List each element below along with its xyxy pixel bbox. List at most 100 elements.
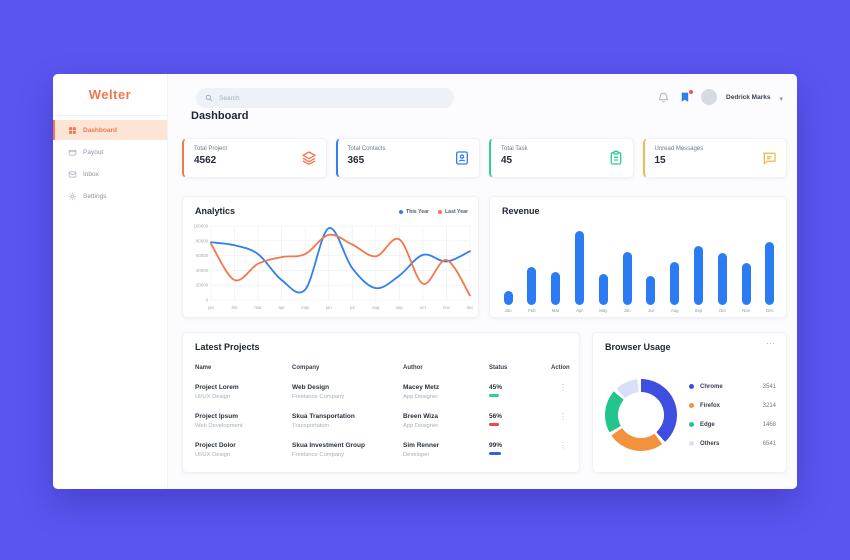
browser-usage-panel: Browser Usage Chrome 3541 Firefox 3214 Edge 1…: [592, 332, 787, 473]
row-actions-icon[interactable]: [551, 384, 567, 392]
revenue-bar-chart: Jan Feb Mar Apr May Jun Jul Aug Sep Oct Nov Dec: [500, 223, 778, 313]
svg-text:20000: 20000: [196, 283, 209, 288]
revenue-bar-jun: Jun: [619, 223, 635, 313]
cell-status: 99%: [489, 442, 551, 455]
revenue-panel: Revenue Jan Feb Mar Apr May Jun Jul Aug Sep Oct No…: [489, 196, 787, 318]
sidebar-item-settings[interactable]: Settings: [53, 186, 167, 206]
svg-text:dec: dec: [467, 305, 475, 310]
stat-label: Unread Messages: [654, 146, 704, 152]
status-progress-bar: [489, 452, 501, 455]
search-input[interactable]: [219, 94, 445, 102]
stat-label: Total Task: [501, 146, 528, 152]
svg-text:jul: jul: [349, 305, 354, 310]
stat-value: 15: [654, 155, 666, 166]
svg-text:jan: jan: [207, 305, 214, 310]
bell-icon[interactable]: [657, 91, 670, 104]
notification-flag-icon[interactable]: [679, 89, 694, 104]
table-row: Project Ipsum Web Development Skua Transpo…: [195, 410, 567, 439]
topbar-actions: Dedrick Marks: [657, 86, 783, 108]
svg-text:apr: apr: [279, 305, 286, 310]
bar: [503, 291, 513, 305]
sidebar-item-dashboard[interactable]: Dashboard: [53, 120, 167, 140]
revenue-bar-nov: Nov: [738, 223, 754, 313]
app-logo: Welter: [53, 74, 167, 116]
column-header-status: Status: [489, 365, 508, 371]
browser-usage-legend: Chrome 3541 Firefox 3214 Edge 1468 Others 6541: [689, 377, 776, 453]
legend-dot: [689, 441, 694, 446]
cell-company: Web Design Freelance Company: [292, 384, 345, 400]
stat-card-total-contacts: Total Contacts 365: [335, 138, 480, 178]
row-actions-icon[interactable]: [551, 413, 567, 421]
table-row: Project Lorem UI/UX Design Web Design Freel…: [195, 381, 567, 410]
browser-legend-row-others: Others 6541: [689, 434, 776, 453]
row-actions-icon[interactable]: [551, 442, 567, 450]
svg-text:mar: mar: [254, 305, 262, 310]
status-progress-bar: [489, 394, 499, 397]
dashboard-window: Welter Dashboard Payout Inbox Settings: [53, 74, 797, 489]
grid-icon: [68, 126, 77, 135]
bar-label: Feb: [528, 308, 536, 313]
svg-text:feb: feb: [232, 305, 239, 310]
bar-label: Nov: [742, 308, 750, 313]
browser-value: 3214: [762, 402, 776, 409]
svg-text:jun: jun: [325, 305, 332, 310]
svg-text:oct: oct: [420, 305, 427, 310]
stat-label: Total Project: [194, 146, 228, 152]
search-box[interactable]: [196, 88, 454, 108]
bar-label: Mar: [551, 308, 560, 313]
browser-name: Others: [700, 440, 720, 447]
cell-name: Project Lorem UI/UX Design: [195, 384, 239, 400]
bar: [646, 276, 656, 305]
sidebar: Welter Dashboard Payout Inbox Settings: [53, 74, 168, 489]
inbox-icon: [68, 170, 77, 179]
bar-label: Apr: [576, 308, 583, 313]
projects-table-header: Name Company Author Status Action: [195, 365, 570, 381]
more-icon[interactable]: [766, 338, 776, 349]
column-header-company: Company: [292, 365, 320, 371]
legend-label: Last Year: [445, 209, 468, 215]
sidebar-item-label: Settings: [83, 192, 107, 200]
bar: [622, 251, 632, 305]
sidebar-item-inbox[interactable]: Inbox: [53, 164, 167, 184]
revenue-bar-apr: Apr: [571, 223, 587, 313]
user-name[interactable]: Dedrick Marks: [726, 93, 771, 101]
analytics-line-chart: jan feb mar apr may jun jul aug sep oct nov dec 0 200…: [194, 224, 475, 311]
bar: [527, 267, 537, 305]
revenue-bar-dec: Dec: [762, 223, 778, 313]
sidebar-item-label: Dashboard: [83, 126, 117, 134]
svg-text:80000: 80000: [196, 238, 209, 243]
sidebar-item-payout[interactable]: Payout: [53, 142, 167, 162]
chevron-down-icon[interactable]: [779, 88, 783, 106]
legend-dot: [438, 210, 443, 214]
browser-usage-donut-chart: [605, 379, 677, 451]
cell-company: Skua Investment Group Freelance Company: [292, 442, 365, 458]
svg-text:may: may: [301, 305, 310, 310]
browser-value: 1468: [762, 421, 776, 428]
analytics-legend: This Year Last Year: [399, 209, 468, 215]
bar-label: Oct: [718, 308, 726, 313]
browser-value: 3541: [762, 383, 776, 390]
revenue-bar-may: May: [595, 223, 611, 313]
bar-label: Dec: [766, 308, 774, 313]
bar: [670, 261, 680, 305]
bar: [717, 252, 727, 305]
stat-value: 45: [501, 155, 513, 166]
main-content: Dedrick Marks Dashboard Total Project456…: [168, 74, 797, 489]
legend-dot: [689, 403, 694, 408]
page-title: Dashboard: [191, 110, 249, 122]
stat-value: 365: [347, 155, 365, 166]
bar-label: Aug: [670, 308, 679, 313]
browser-legend-row-edge: Edge 1468: [689, 415, 776, 434]
browser-usage-title: Browser Usage: [605, 342, 671, 352]
stat-cards-row: Total Project 4562 Total Contacts 365 Total …: [182, 138, 787, 178]
bar-label: Jun: [623, 308, 631, 313]
browser-legend-row-chrome: Chrome 3541: [689, 377, 776, 396]
revenue-bar-sep: Sep: [691, 223, 707, 313]
svg-text:aug: aug: [372, 305, 380, 310]
cell-status: 45%: [489, 384, 551, 397]
contact-book-icon: [454, 150, 470, 166]
bar: [694, 246, 703, 305]
bar: [598, 273, 608, 305]
avatar[interactable]: [701, 89, 718, 105]
revenue-bar-oct: Oct: [714, 223, 730, 313]
